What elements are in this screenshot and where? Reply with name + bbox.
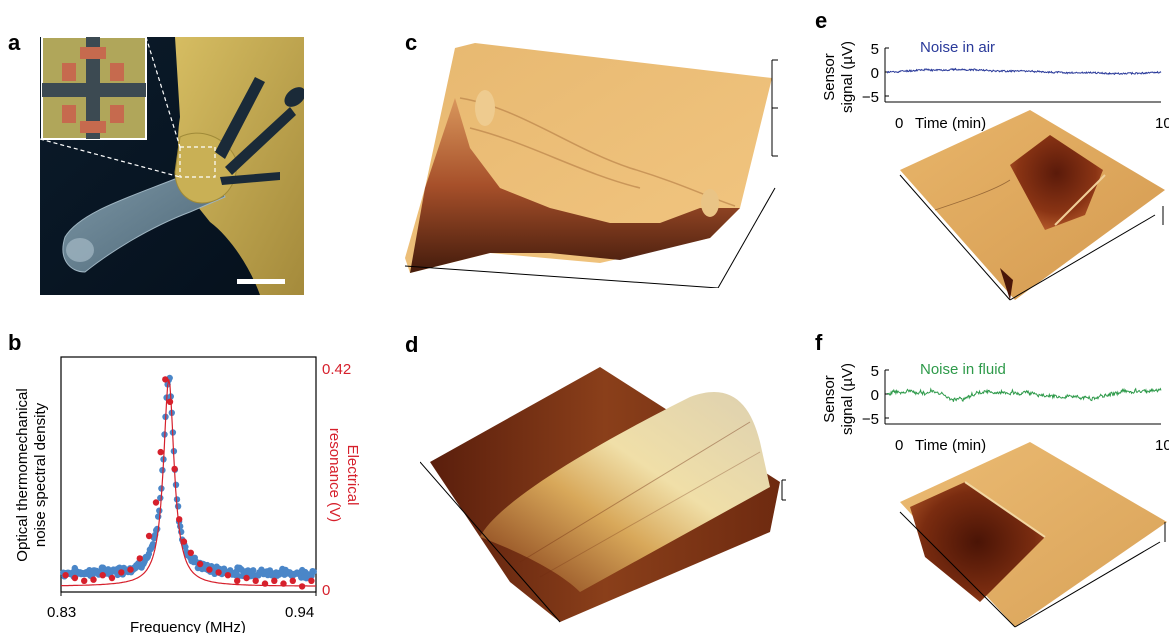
optical-point <box>154 525 161 533</box>
x-tick-max: 0.94 <box>285 604 314 621</box>
optical-noise-series <box>60 374 317 582</box>
electrical-point <box>224 572 232 579</box>
y-tick-e-5: 5 <box>871 41 879 58</box>
noise-fluid-title: Noise in fluid <box>920 361 1006 378</box>
optical-point <box>250 567 257 574</box>
electrical-point <box>261 580 269 587</box>
electrical-point <box>215 569 222 576</box>
electrical-point <box>252 577 259 584</box>
electrical-point <box>196 560 204 568</box>
electrical-point <box>180 538 188 545</box>
optical-point <box>174 503 182 510</box>
electrical-point <box>81 577 88 584</box>
y-axis-label-right-line1: Electrical <box>344 445 361 506</box>
y-tick-right-bottom: 0 <box>322 582 330 599</box>
y-axis-label-right-line2: resonance (V) <box>326 428 343 522</box>
electrical-point <box>99 572 106 579</box>
sensor-signal-label-f-line2: signal (µV) <box>839 363 856 435</box>
electrical-point <box>166 398 174 405</box>
electrical-point <box>280 580 287 587</box>
y-axis-label-left-line2: noise spectral density <box>32 402 49 547</box>
electrical-point <box>145 532 153 540</box>
optical-point <box>159 467 166 474</box>
noise-fluid-trace <box>887 387 1162 402</box>
noise-fluid-panel: Sensor signal (µV) 5 0 −5 Noise in fluid… <box>821 361 1169 628</box>
electrical-point <box>289 577 296 584</box>
electrical-point <box>234 577 241 584</box>
afm-topography-c <box>404 43 778 288</box>
electrical-point <box>176 516 183 523</box>
electrical-point <box>298 583 306 590</box>
resonance-chart: 0.83 0.94 Frequency (MHz) Optical thermo… <box>14 356 361 633</box>
y-tick-e-0: 0 <box>871 65 879 82</box>
electrical-point <box>206 566 213 573</box>
electrical-point <box>187 549 194 556</box>
noise-air-trace <box>886 67 1162 76</box>
electrical-point <box>157 448 164 456</box>
electrical-point <box>118 569 125 576</box>
sensor-signal-label-e-line1: Sensor <box>821 53 838 101</box>
x-tick-min: 0.83 <box>47 604 76 621</box>
optical-point <box>172 481 180 488</box>
optical-point <box>182 543 189 551</box>
x-tick-f-end: 10 <box>1155 437 1169 454</box>
electrical-point <box>136 555 143 562</box>
x-tick-f-start: 0 <box>895 437 903 454</box>
optical-point <box>310 568 317 575</box>
optical-point <box>177 523 184 530</box>
panel-label-d: d <box>405 332 419 357</box>
y-tick-f-5: 5 <box>871 363 879 380</box>
scale-bar <box>237 279 285 284</box>
sensor-signal-label-f-line1: Sensor <box>821 375 838 423</box>
electrical-point <box>271 577 278 584</box>
y-tick-right-top: 0.42 <box>322 361 351 378</box>
x-axis-label-f: Time (min) <box>915 437 986 454</box>
lorentzian-fit-line <box>60 379 316 587</box>
y-tick-e-neg5: −5 <box>862 89 879 106</box>
plot-frame <box>60 356 317 593</box>
sensor-signal-label-e-line2: signal (µV) <box>839 41 856 113</box>
x-tick-e-start: 0 <box>895 115 903 132</box>
afm-topography-d <box>420 367 786 623</box>
electrical-point <box>308 577 315 584</box>
noise-air-title: Noise in air <box>920 39 995 56</box>
y-tick-f-neg5: −5 <box>862 411 879 428</box>
electrical-point <box>152 499 160 506</box>
electrical-point <box>243 574 250 582</box>
electrical-resonance-series <box>62 376 315 590</box>
electrical-point <box>71 574 79 582</box>
panel-label-c: c <box>405 30 418 55</box>
x-axis-label: Frequency (MHz) <box>130 619 246 633</box>
electrical-point <box>171 465 178 473</box>
y-axis-label-left-line1: Optical thermomechanical <box>14 388 31 561</box>
y-tick-f-0: 0 <box>871 387 879 404</box>
x-axis-label-e: Time (min) <box>915 115 986 132</box>
panel-label-b: b <box>8 330 22 355</box>
panel-label-a: a <box>8 30 21 55</box>
optical-point <box>156 507 163 514</box>
panel-label-f: f <box>815 330 823 355</box>
x-tick-e-end: 10 <box>1155 115 1169 132</box>
electrical-point <box>162 376 169 383</box>
noise-air-panel: Sensor signal (µV) 5 0 −5 Noise in air 0… <box>821 39 1169 301</box>
electrical-point <box>108 574 116 582</box>
electrical-point <box>90 576 97 583</box>
sem-micrograph <box>40 37 304 295</box>
optical-point <box>149 541 157 548</box>
electrical-point <box>127 566 134 573</box>
electrical-point <box>62 572 69 579</box>
panel-label-e: e <box>815 8 828 33</box>
